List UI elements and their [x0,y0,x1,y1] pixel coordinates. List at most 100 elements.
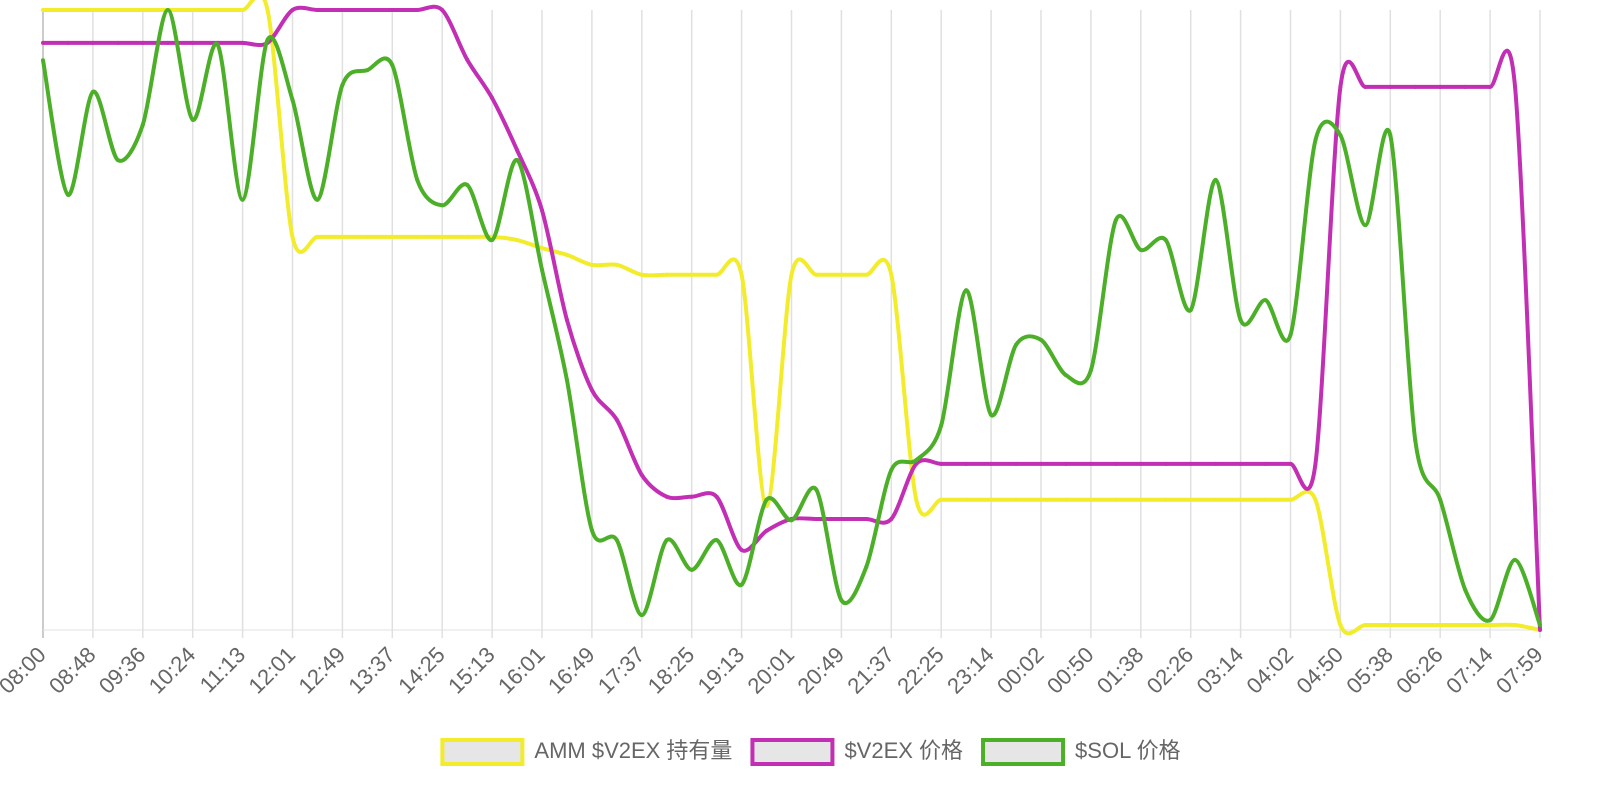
data-point [1088,368,1093,373]
data-point [1388,84,1393,89]
x-tick-label: 21:37 [842,642,899,699]
data-point [41,58,45,63]
data-point [1288,461,1293,466]
data-point [1388,623,1393,628]
data-point [939,423,944,428]
x-tick-label: 13:37 [343,642,400,699]
x-tick-label: 01:38 [1092,642,1149,699]
legend-label: $SOL 价格 [1075,738,1181,763]
data-point [689,494,694,499]
data-point [664,272,669,277]
data-point [839,272,844,277]
data-point [1188,308,1193,313]
data-point [190,40,195,45]
legend-swatch [440,738,525,766]
data-point [240,8,245,12]
data-point [739,272,744,277]
data-point [939,461,944,466]
x-tick-label: 09:36 [94,642,151,699]
data-point [1263,298,1268,303]
data-point [1014,497,1019,502]
data-point [864,564,869,569]
data-point [714,538,719,543]
x-tick-label: 11:13 [195,642,250,697]
x-tick-label: 04:02 [1242,642,1299,699]
x-tick-label: 06:26 [1391,642,1448,699]
data-point [1088,497,1093,502]
data-point [1438,497,1443,502]
data-point [1488,84,1493,89]
data-point [1213,461,1218,466]
x-tick-label: 19:13 [693,642,750,699]
data-point [1063,497,1068,502]
data-point [839,517,844,522]
data-point [41,8,45,12]
data-point [1263,497,1268,502]
data-point [1538,628,1542,632]
data-point [365,234,370,239]
data-point [1338,84,1343,89]
data-point [689,567,694,572]
data-point [515,148,520,153]
data-point [589,388,594,393]
data-point [340,234,345,239]
data-point [564,318,569,322]
data-point [764,528,769,533]
x-tick-label: 12:01 [244,642,301,699]
data-point [1338,133,1343,138]
data-point [864,517,869,522]
data-point [1338,623,1343,628]
data-point [65,40,70,45]
data-point [989,412,994,417]
data-point [90,89,95,94]
data-point [1363,84,1368,89]
x-tick-label: 00:02 [992,642,1049,699]
data-point [814,517,819,522]
data-point [215,8,220,12]
data-point [1014,461,1019,466]
data-point [639,272,644,277]
x-tick-label: 20:01 [743,642,800,699]
data-point [1163,238,1168,243]
x-tick-label: 02:26 [1142,642,1199,699]
x-tick-label: 16:49 [543,642,600,699]
data-point [614,417,619,422]
data-point [290,234,295,239]
x-tick-label: 08:00 [0,642,51,699]
data-point [1413,84,1418,89]
data-point [1213,177,1218,182]
data-point [889,468,894,473]
data-point [939,497,944,502]
data-point [1138,247,1143,252]
data-point [465,57,470,62]
x-tick-label: 16:01 [493,642,550,699]
data-point [1463,84,1468,89]
data-point [914,458,919,463]
series-line [42,0,1541,636]
data-point [889,272,894,277]
data-point [1188,497,1193,502]
data-point [814,272,819,277]
data-point [415,177,420,182]
data-point [964,461,969,466]
data-point [1313,138,1318,143]
data-point [1288,497,1293,502]
data-point [315,234,320,239]
data-point [1413,623,1418,628]
data-point [839,598,844,603]
data-point [989,497,994,502]
data-point [90,8,95,12]
data-point [989,461,994,466]
legend-swatch [981,738,1066,766]
data-point [115,158,120,163]
data-point [1063,373,1068,378]
data-point [1188,461,1193,466]
data-point [540,246,544,251]
data-point [265,8,270,12]
data-point [1138,497,1143,502]
data-point [739,582,744,587]
data-point [789,518,794,523]
data-point [1313,497,1318,502]
data-point [440,8,445,12]
